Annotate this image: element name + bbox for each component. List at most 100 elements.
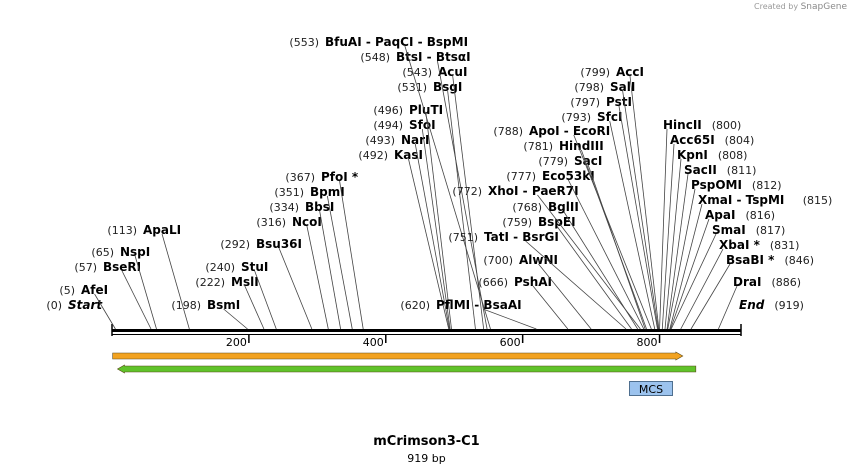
restriction-site-label[interactable]: SfcI xyxy=(597,110,622,124)
restriction-site-label[interactable]: KasI xyxy=(394,148,423,162)
restriction-site-label[interactable]: BglII xyxy=(548,200,579,214)
restriction-site-label[interactable]: PfoI * xyxy=(321,170,359,184)
site-connector xyxy=(278,247,313,330)
snapgene-logo: SnapGene xyxy=(800,2,847,12)
restriction-site-label[interactable]: KpnI xyxy=(677,148,708,162)
site-connector xyxy=(447,90,476,330)
restriction-site-label[interactable]: XhoI - PaeR7I xyxy=(488,184,579,198)
restriction-site-label[interactable]: Start xyxy=(68,298,103,312)
site-connector xyxy=(670,233,717,330)
site-connector xyxy=(482,308,537,330)
restriction-site-label[interactable]: ApaLI xyxy=(143,223,181,237)
site-connector xyxy=(664,158,682,330)
site-connector xyxy=(339,180,364,330)
site-connector xyxy=(121,270,152,330)
restriction-site-label[interactable]: NcoI xyxy=(292,215,322,229)
site-position-label: (543) xyxy=(402,66,432,79)
site-connector xyxy=(326,195,353,330)
restriction-site-label[interactable]: Acc65I xyxy=(670,133,715,147)
site-connector xyxy=(161,233,190,330)
site-position-label: (548) xyxy=(360,51,390,64)
site-connector xyxy=(421,128,451,330)
site-connector xyxy=(690,263,731,330)
site-position-label: (666) xyxy=(478,276,508,289)
restriction-site-label[interactable]: DraI xyxy=(733,275,761,289)
site-connector xyxy=(437,60,488,330)
site-position-label: (886) xyxy=(771,276,801,289)
restriction-site-label[interactable]: End xyxy=(739,298,765,312)
restriction-site-label[interactable]: XbaI * xyxy=(719,238,761,252)
site-connector xyxy=(580,149,647,330)
site-connector xyxy=(319,210,341,330)
site-position-label: (781) xyxy=(523,140,553,153)
site-position-label: (351) xyxy=(274,186,304,199)
mcs-feature-box[interactable]: MCS xyxy=(629,381,673,396)
restriction-site-label[interactable]: SacII xyxy=(684,163,717,177)
site-connector xyxy=(404,45,491,330)
restriction-site-label[interactable]: BsaBI * xyxy=(726,253,775,267)
restriction-site-label[interactable]: HindIII xyxy=(559,139,604,153)
restriction-site-label[interactable]: PstI xyxy=(606,95,632,109)
restriction-site-label[interactable]: BfuAI - PaqCI - BspMI xyxy=(325,35,468,49)
site-position-label: (768) xyxy=(512,201,542,214)
restriction-site-label[interactable]: Bsu36I xyxy=(256,237,302,251)
restriction-site-label[interactable]: NspI xyxy=(120,245,150,259)
restriction-site-label[interactable]: MslI xyxy=(231,275,259,289)
site-position-label: (316) xyxy=(256,216,286,229)
site-position-label: (793) xyxy=(561,111,591,124)
restriction-site-label[interactable]: SacI xyxy=(574,154,602,168)
site-position-label: (816) xyxy=(745,209,775,222)
restriction-site-label[interactable]: BsmI xyxy=(207,298,240,312)
restriction-site-label[interactable]: ApaI xyxy=(705,208,735,222)
site-connector xyxy=(573,134,652,330)
restriction-site-label[interactable]: AlwNI xyxy=(519,253,558,267)
site-connector xyxy=(618,105,658,330)
site-position-label: (811) xyxy=(727,164,757,177)
restriction-site-label[interactable]: AccI xyxy=(616,65,644,79)
site-connector xyxy=(669,203,703,330)
restriction-site-label[interactable]: SmaI xyxy=(712,223,746,237)
restriction-site-label[interactable]: BseRI xyxy=(103,260,141,274)
restriction-site-label[interactable]: XmaI - TspMI xyxy=(698,193,784,207)
feature-arrow[interactable] xyxy=(116,364,697,374)
restriction-site-label[interactable]: ApoI - EcoRI xyxy=(529,124,610,138)
site-position-label: (496) xyxy=(373,104,403,117)
restriction-site-label[interactable]: StuI xyxy=(241,260,268,274)
restriction-site-label[interactable]: AfeI xyxy=(81,283,108,297)
site-position-label: (800) xyxy=(712,119,742,132)
restriction-site-label[interactable]: BspEI xyxy=(538,215,576,229)
site-connector xyxy=(567,179,645,330)
site-connector xyxy=(538,263,592,330)
restriction-site-label[interactable]: BsgI xyxy=(433,80,462,94)
site-connector xyxy=(452,75,485,330)
restriction-site-label[interactable]: PshAI xyxy=(514,275,552,289)
restriction-site-label[interactable]: TatI - BsrGI xyxy=(484,230,559,244)
site-connector xyxy=(670,218,710,330)
site-connector xyxy=(244,285,265,330)
restriction-site-label[interactable]: SalI xyxy=(610,80,635,94)
feature-arrow[interactable] xyxy=(112,351,684,361)
site-position-label: (492) xyxy=(358,149,388,162)
site-connector xyxy=(425,113,452,330)
site-position-label: (919) xyxy=(774,299,804,312)
restriction-site-label[interactable]: SfoI xyxy=(409,118,436,132)
restriction-site-label[interactable]: PluTI xyxy=(409,103,443,117)
site-position-label: (846) xyxy=(784,254,814,267)
restriction-site-label[interactable]: NarI xyxy=(401,133,430,147)
restriction-site-label[interactable]: PflMI - BsaAI xyxy=(436,298,522,312)
restriction-site-label[interactable]: HincII xyxy=(663,118,702,132)
restriction-site-label[interactable]: PspOMI xyxy=(691,178,742,192)
site-position-label: (553) xyxy=(289,36,319,49)
site-connector xyxy=(223,308,248,330)
restriction-site-label[interactable]: AcuI xyxy=(438,65,467,79)
restriction-site-label[interactable]: BpmI xyxy=(310,185,345,199)
site-position-label: (831) xyxy=(770,239,800,252)
site-position-label: (797) xyxy=(570,96,600,109)
restriction-site-label[interactable]: BbsI xyxy=(305,200,334,214)
site-position-label: (65) xyxy=(91,246,114,259)
restriction-site-label[interactable]: BtsI - BtsαI xyxy=(396,50,471,64)
site-position-label: (240) xyxy=(205,261,235,274)
site-position-label: (198) xyxy=(171,299,201,312)
restriction-site-label[interactable]: Eco53kI xyxy=(542,169,595,183)
